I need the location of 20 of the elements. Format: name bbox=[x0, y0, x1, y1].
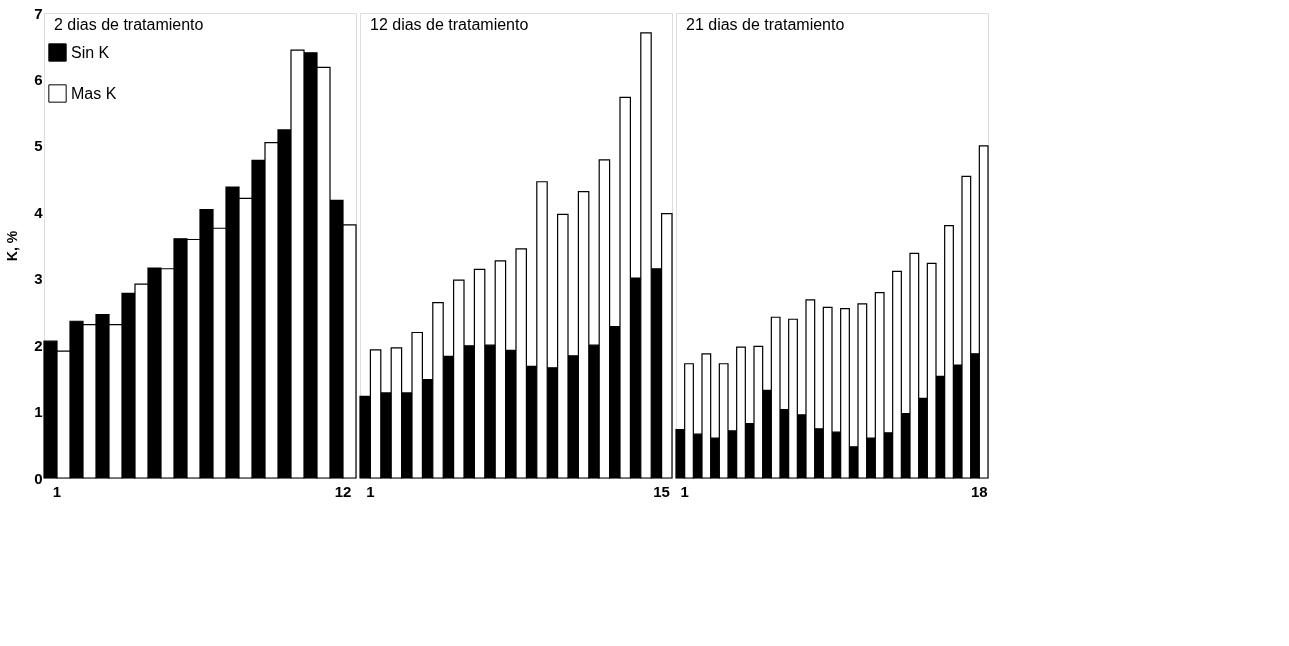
legend-label: Mas K bbox=[71, 84, 117, 102]
y-tick-label: 0 bbox=[34, 469, 43, 487]
legend-label: Sin K bbox=[71, 43, 110, 61]
y-tick-label: 7 bbox=[34, 4, 43, 22]
y-tick-label: 6 bbox=[34, 70, 43, 88]
y-tick-label: 1 bbox=[34, 403, 43, 421]
x-tick-label: 12 bbox=[334, 482, 352, 500]
y-tick-label: 2 bbox=[34, 336, 43, 354]
x-tick-label: 1 bbox=[366, 482, 375, 500]
y-tick-label: 5 bbox=[34, 137, 43, 155]
chart-title: 12 dias de tratamiento bbox=[370, 16, 529, 33]
x-tick-label: 18 bbox=[970, 482, 988, 500]
y-tick-label: 4 bbox=[34, 203, 44, 221]
y-tick-label: 3 bbox=[34, 270, 43, 288]
x-tick-label: 1 bbox=[680, 482, 689, 500]
chart-title: 2 dias de tratamiento bbox=[54, 16, 204, 33]
chart-title: 21 dias de tratamiento bbox=[686, 16, 845, 33]
x-tick-label: 15 bbox=[653, 482, 670, 500]
y-axis-title: K, % bbox=[4, 230, 21, 262]
x-tick-label: 1 bbox=[52, 482, 62, 500]
